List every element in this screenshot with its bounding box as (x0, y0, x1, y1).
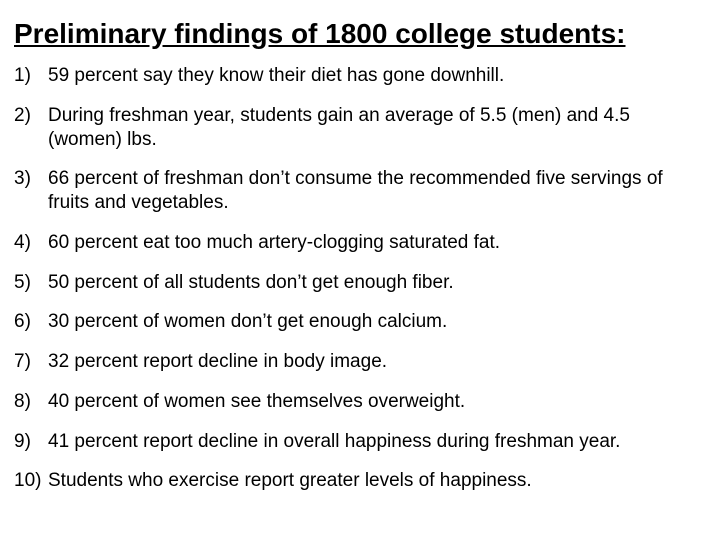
item-number: 4) (14, 231, 48, 255)
list-item: 7) 32 percent report decline in body ima… (14, 350, 706, 374)
slide: Preliminary findings of 1800 college stu… (0, 0, 720, 540)
item-number: 1) (14, 64, 48, 88)
item-text: 41 percent report decline in overall hap… (48, 430, 706, 454)
list-item: 3) 66 percent of freshman don’t consume … (14, 167, 706, 215)
findings-list: 1) 59 percent say they know their diet h… (14, 64, 706, 493)
item-text: 50 percent of all students don’t get eno… (48, 271, 706, 295)
list-item: 1) 59 percent say they know their diet h… (14, 64, 706, 88)
list-item: 5) 50 percent of all students don’t get … (14, 271, 706, 295)
item-number: 3) (14, 167, 48, 191)
item-text: 59 percent say they know their diet has … (48, 64, 706, 88)
item-number: 8) (14, 390, 48, 414)
item-text: Students who exercise report greater lev… (48, 469, 706, 493)
item-text: 60 percent eat too much artery-clogging … (48, 231, 706, 255)
list-item: 4) 60 percent eat too much artery-cloggi… (14, 231, 706, 255)
page-title: Preliminary findings of 1800 college stu… (14, 18, 706, 50)
item-text: 32 percent report decline in body image. (48, 350, 706, 374)
list-item: 8) 40 percent of women see themselves ov… (14, 390, 706, 414)
item-text: 40 percent of women see themselves overw… (48, 390, 706, 414)
list-item: 2) During freshman year, students gain a… (14, 104, 706, 152)
item-number: 6) (14, 310, 48, 334)
item-number: 2) (14, 104, 48, 128)
item-text: During freshman year, students gain an a… (48, 104, 706, 152)
list-item: 9) 41 percent report decline in overall … (14, 430, 706, 454)
list-item: 10) Students who exercise report greater… (14, 469, 706, 493)
item-number: 10) (14, 469, 48, 493)
item-text: 30 percent of women don’t get enough cal… (48, 310, 706, 334)
item-number: 5) (14, 271, 48, 295)
item-number: 7) (14, 350, 48, 374)
item-text: 66 percent of freshman don’t consume the… (48, 167, 706, 215)
list-item: 6) 30 percent of women don’t get enough … (14, 310, 706, 334)
item-number: 9) (14, 430, 48, 454)
